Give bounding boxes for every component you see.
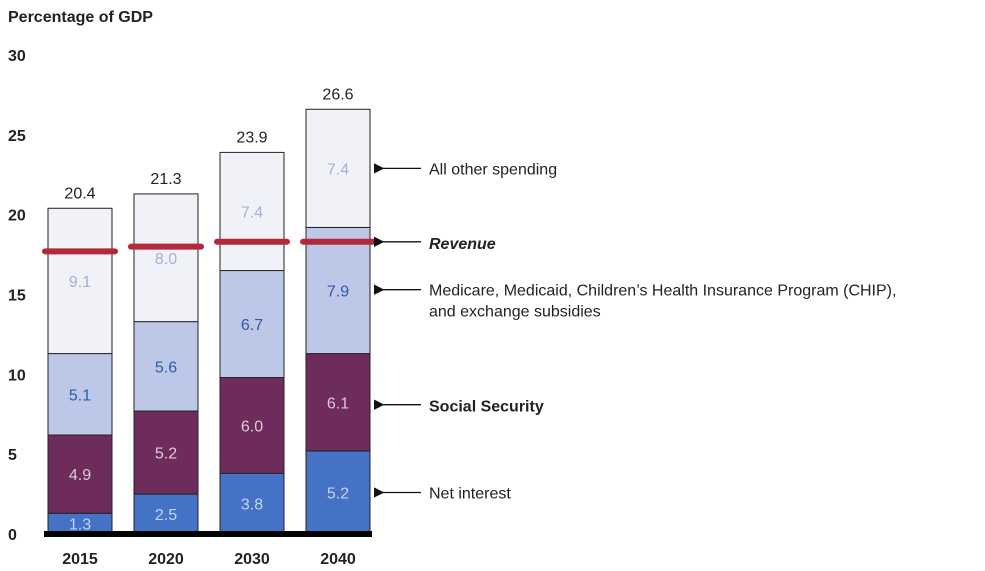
bars: 1.3 4.9 5.1 9.1 20.4 2.5 5.2 5.6 8.0 21.3 3.8 6.0 6.… xyxy=(42,86,376,535)
segment-value-label: 6.7 xyxy=(241,317,263,334)
segment-value-label: 9.1 xyxy=(69,274,91,291)
x-tick-label: 2030 xyxy=(234,551,270,568)
bar-segment-net xyxy=(305,450,371,535)
bar-total-label: 20.4 xyxy=(64,185,95,202)
segment-value-label: 5.6 xyxy=(155,359,177,376)
y-axis-ticks: 0 5 10 15 20 25 30 xyxy=(8,48,26,544)
x-axis-ticks: 2015 2020 2030 2040 xyxy=(62,551,356,568)
bar-segment-all xyxy=(47,207,113,355)
bar-total-label: 21.3 xyxy=(150,171,181,188)
bar-segment-all xyxy=(133,193,199,323)
segment-value-label: 2.5 xyxy=(155,507,177,524)
bar-segment-medicare xyxy=(47,353,113,436)
annotation-label: All other spending xyxy=(429,161,557,178)
bar-segment-all xyxy=(219,151,285,272)
annotation-label: Net interest xyxy=(429,485,511,502)
annotation-label: Medicare, Medicaid, Children’s Health In… xyxy=(429,283,896,300)
y-axis-label: Percentage of GDP xyxy=(8,9,153,26)
segment-value-label: 7.4 xyxy=(241,204,263,221)
annotation-label: Revenue xyxy=(429,236,496,253)
y-tick-label: 25 xyxy=(8,128,26,145)
segment-value-label: 7.9 xyxy=(327,284,349,301)
segment-value-label: 1.3 xyxy=(69,517,91,534)
bar-segment-social xyxy=(219,377,285,474)
annotation-label: Social Security xyxy=(429,399,544,416)
bar-segment-social xyxy=(305,353,371,452)
bar-segment-medicare xyxy=(133,321,199,412)
bar-segment-all xyxy=(305,108,371,228)
bar-total-label: 23.9 xyxy=(236,129,267,146)
x-tick-label: 2015 xyxy=(62,551,98,568)
segment-value-label: 5.2 xyxy=(155,446,177,463)
bar-segment-social xyxy=(133,410,199,495)
segment-value-label: 3.8 xyxy=(241,497,263,514)
y-tick-label: 10 xyxy=(8,367,26,384)
bar-segment-medicare xyxy=(219,270,285,379)
y-tick-label: 30 xyxy=(8,48,26,65)
y-tick-label: 0 xyxy=(8,527,17,544)
segment-value-label: 6.1 xyxy=(327,395,349,412)
bar-segment-medicare xyxy=(305,226,371,355)
y-tick-label: 15 xyxy=(8,288,26,305)
y-tick-label: 5 xyxy=(8,447,17,464)
y-tick-label: 20 xyxy=(8,208,26,225)
segment-value-label: 8.0 xyxy=(155,251,177,268)
segment-value-label: 4.9 xyxy=(69,467,91,484)
x-tick-label: 2020 xyxy=(148,551,184,568)
x-tick-label: 2040 xyxy=(320,551,356,568)
bar-segment-social xyxy=(47,434,113,514)
segment-value-label: 5.1 xyxy=(69,387,91,404)
segment-value-label: 7.4 xyxy=(327,161,349,178)
segment-value-label: 6.0 xyxy=(241,418,263,435)
segment-value-label: 5.2 xyxy=(327,485,349,502)
annotations: All other spending Revenue Medicare, Medic… xyxy=(373,161,896,502)
annotation-label: and exchange subsidies xyxy=(429,304,601,321)
bar-total-label: 26.6 xyxy=(322,86,353,103)
